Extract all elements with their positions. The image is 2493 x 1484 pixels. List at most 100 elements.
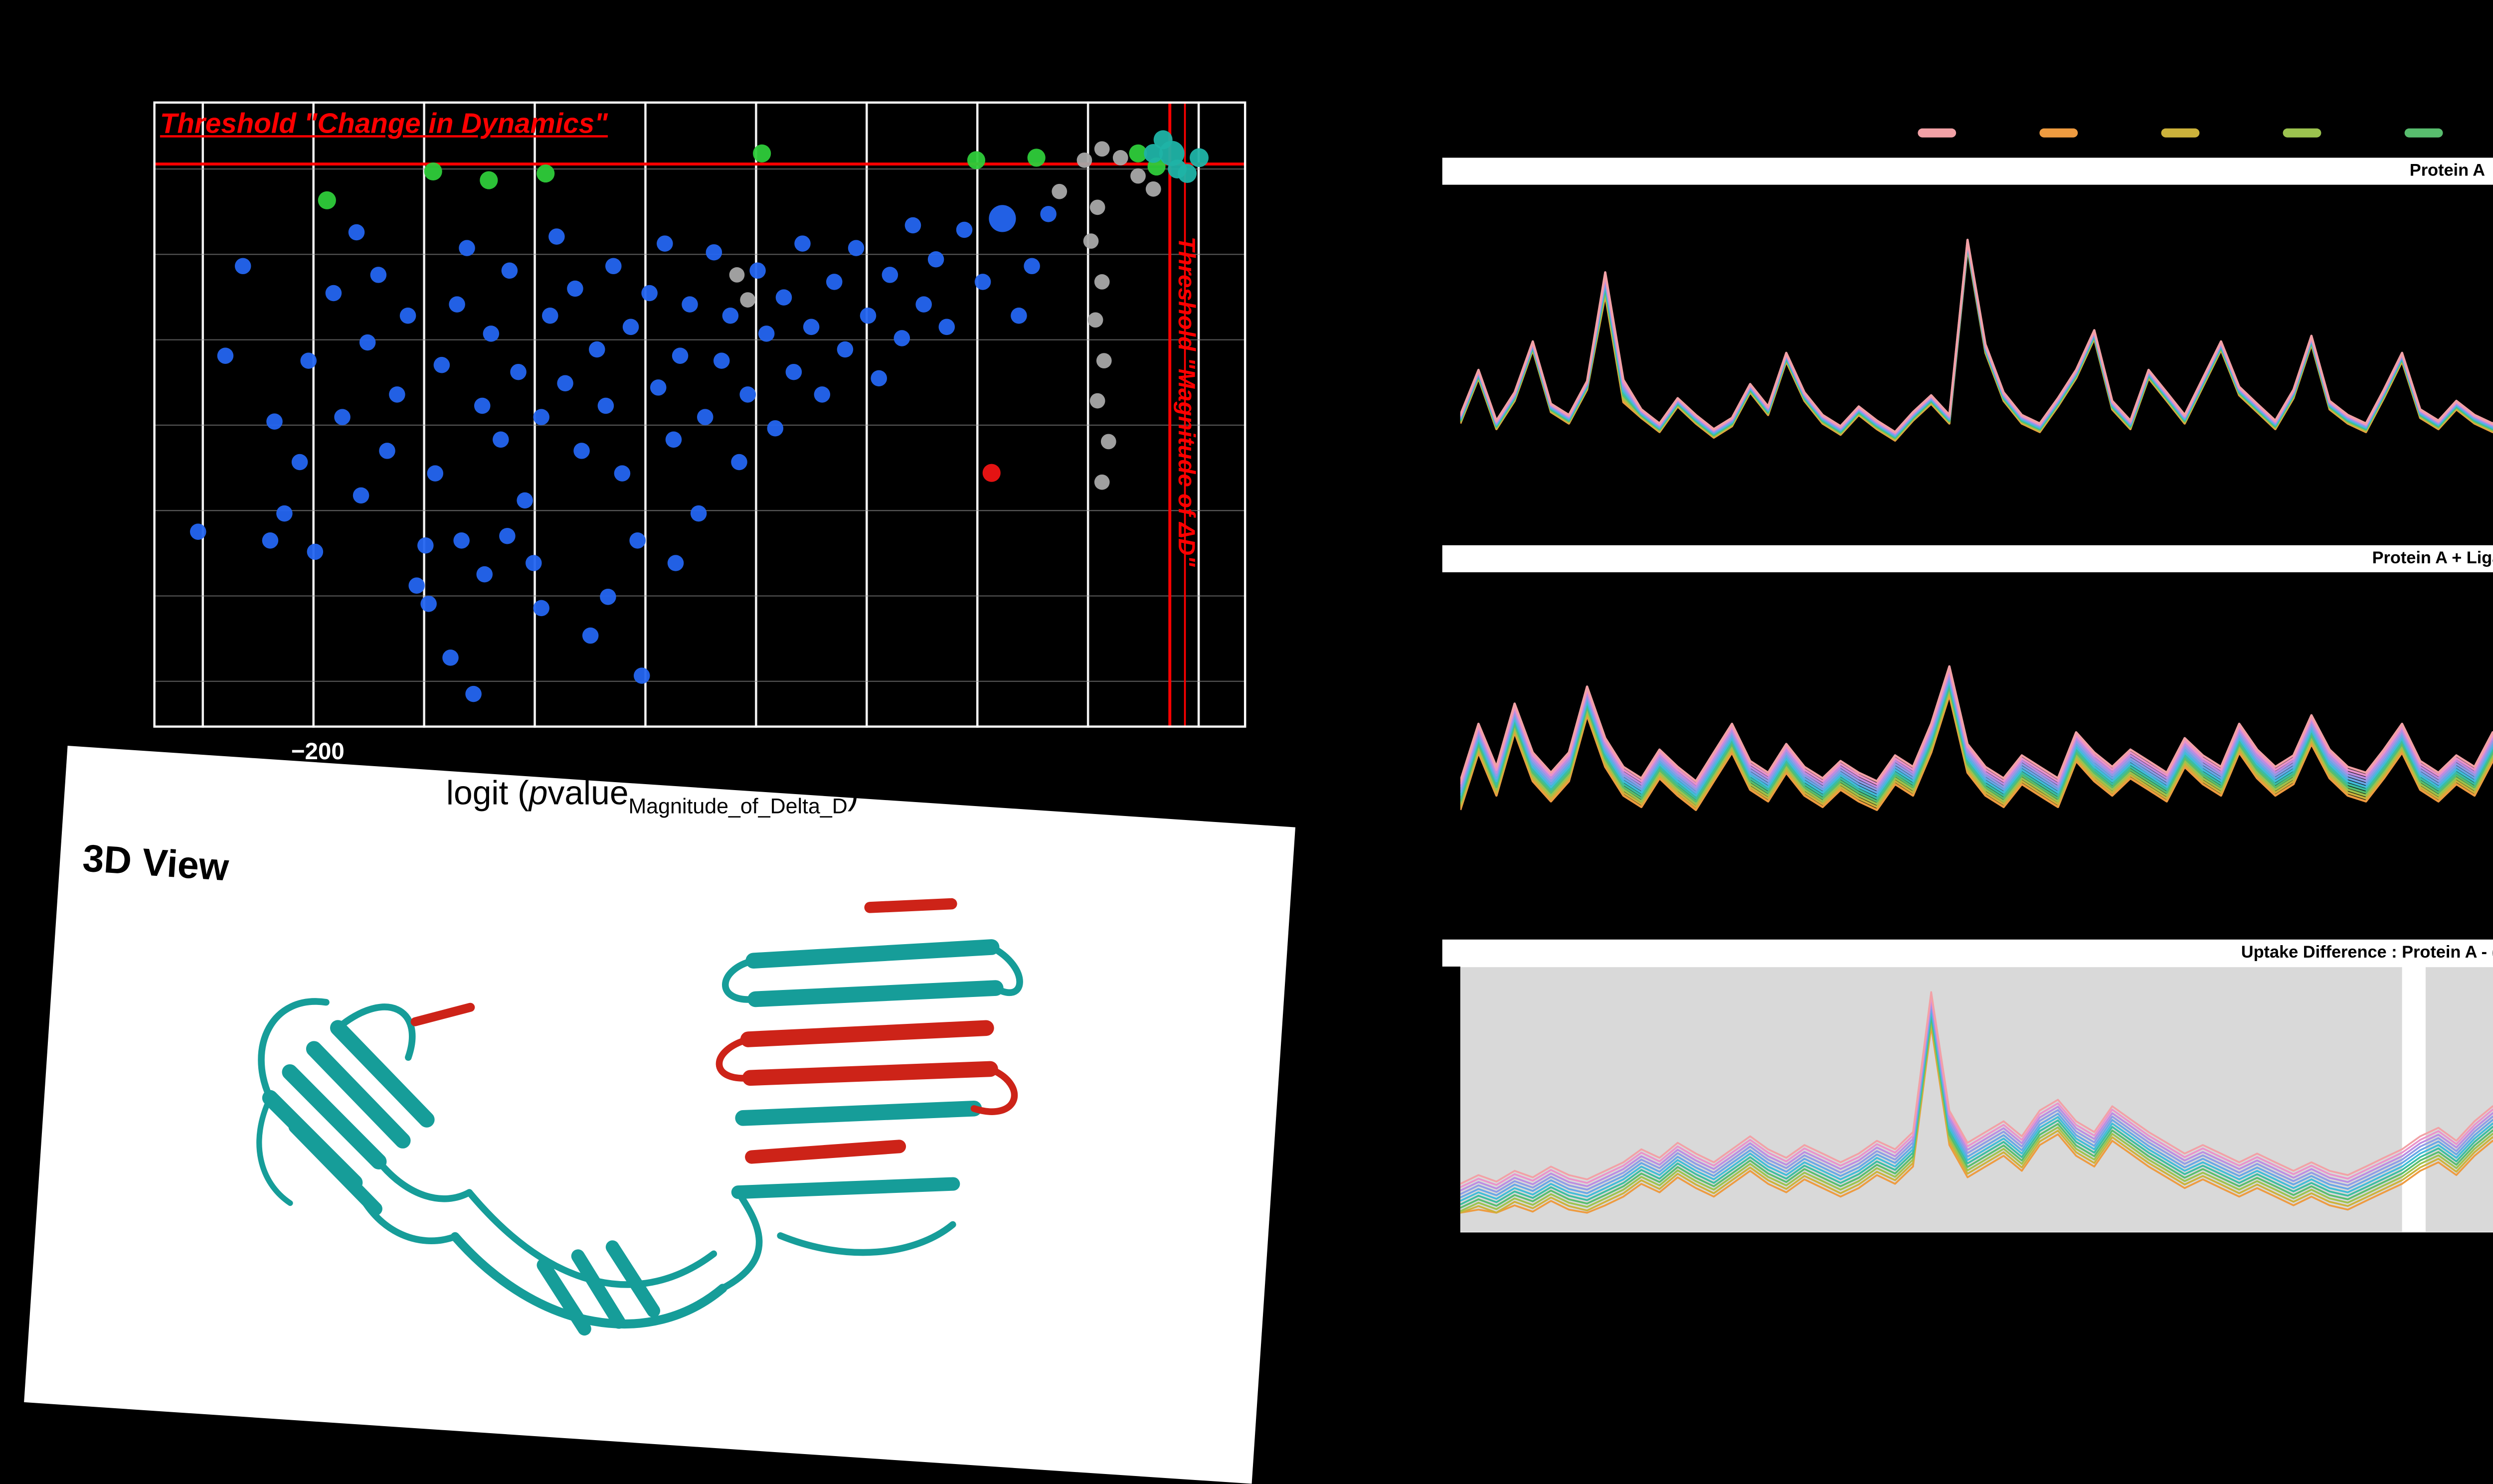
series-line[interactable] (1460, 630, 2493, 800)
scatter-point-gray[interactable] (729, 267, 745, 283)
scatter-point-gray[interactable] (1145, 181, 1161, 197)
chart-panel-uptake-difference[interactable]: Uptake Difference : Protein A - (Protein… (1442, 939, 2493, 1237)
scatter-point-blue[interactable] (589, 341, 605, 358)
scatter-point-blue[interactable] (1024, 258, 1040, 275)
scatter-point-green[interactable] (536, 164, 555, 183)
scatter-point-blue[interactable] (190, 523, 206, 540)
scatter-point-blue[interactable] (433, 356, 450, 373)
scatter-point-blue[interactable] (449, 296, 465, 313)
scatter-point-blue[interactable] (483, 326, 500, 342)
scatter-point-blue[interactable] (1040, 206, 1057, 222)
series-line[interactable] (1460, 649, 2493, 809)
scatter-point-blue[interactable] (767, 420, 784, 437)
scatter-point-blue[interactable] (814, 386, 831, 403)
uptake-difference-chart[interactable] (1460, 966, 2493, 1233)
scatter-point-blue[interactable] (956, 221, 973, 238)
scatter-point-green[interactable] (318, 191, 336, 209)
series-line[interactable] (1460, 244, 2493, 459)
scatter-point-blue[interactable] (882, 267, 898, 283)
series-line[interactable] (1460, 636, 2493, 803)
legend-swatch-3[interactable] (2161, 128, 2200, 137)
scatter-point-blue[interactable] (785, 363, 802, 380)
scatter-point-blue[interactable] (573, 443, 590, 459)
scatter-point-blue[interactable] (667, 555, 684, 571)
scatter-point-blue[interactable] (453, 532, 470, 549)
scatter-point-gray[interactable] (1087, 312, 1103, 328)
series-line[interactable] (1460, 247, 2493, 484)
volcano-plot[interactable]: Threshold "Change in Dynamics" Threshold… (153, 101, 1246, 766)
scatter-point-blue[interactable] (542, 307, 558, 324)
scatter-point-blue[interactable] (665, 431, 682, 448)
scatter-point-blue[interactable] (334, 409, 351, 425)
volcano-scatter-area[interactable] (153, 101, 1246, 728)
scatter-point-blue[interactable] (614, 465, 631, 482)
scatter-point-blue[interactable] (501, 262, 518, 279)
uptake-chart-protein-a[interactable] (1460, 189, 2493, 523)
scatter-point-blue[interactable] (474, 397, 491, 414)
scatter-point-blue[interactable] (526, 555, 542, 571)
scatter-point-blue[interactable] (370, 267, 387, 283)
scatter-point-blue[interactable] (420, 596, 437, 612)
scatter-point-blue[interactable] (758, 326, 775, 342)
scatter-point-gray[interactable] (1089, 393, 1105, 409)
scatter-point-gray[interactable] (1052, 183, 1068, 199)
scatter-point-blue[interactable] (582, 627, 599, 644)
scatter-point-blue[interactable] (307, 543, 324, 560)
scatter-point-blue_large[interactable] (989, 205, 1016, 232)
legend-swatch-4[interactable] (2283, 128, 2321, 137)
series-line[interactable] (1460, 598, 2493, 786)
series-line[interactable] (1460, 1025, 2493, 1214)
scatter-point-blue[interactable] (567, 280, 583, 297)
scatter-point-green[interactable] (967, 151, 986, 169)
series-line[interactable] (1460, 1011, 2493, 1209)
scatter-point-blue[interactable] (650, 379, 667, 396)
scatter-point-blue[interactable] (499, 527, 516, 544)
series-line[interactable] (1460, 991, 2493, 1188)
scatter-point-blue[interactable] (476, 566, 493, 583)
scatter-point-blue[interactable] (300, 352, 317, 369)
scatter-point-blue[interactable] (465, 685, 482, 702)
scatter-point-green[interactable] (424, 162, 442, 181)
scatter-point-blue[interactable] (739, 386, 756, 403)
legend-swatch-2[interactable] (2039, 128, 2078, 137)
scatter-point-gray[interactable] (1130, 168, 1146, 184)
scatter-point-teal[interactable] (1144, 144, 1163, 163)
scatter-point-blue[interactable] (459, 240, 475, 256)
scatter-point-blue[interactable] (775, 289, 792, 306)
scatter-point-blue[interactable] (672, 347, 689, 364)
scatter-point-red[interactable] (982, 464, 1001, 482)
scatter-point-gray[interactable] (1100, 434, 1116, 450)
scatter-point-gray[interactable] (1112, 150, 1128, 165)
scatter-point-blue[interactable] (510, 363, 527, 380)
scatter-point-blue[interactable] (262, 532, 279, 549)
scatter-point-gray[interactable] (1083, 233, 1099, 249)
scatter-point-blue[interactable] (860, 307, 877, 324)
series-line[interactable] (1460, 623, 2493, 797)
scatter-point-blue[interactable] (1011, 307, 1027, 324)
scatter-point-blue[interactable] (399, 307, 416, 324)
series-line[interactable] (1460, 605, 2493, 789)
series-line[interactable] (1460, 1018, 2493, 1212)
scatter-point-green[interactable] (753, 144, 771, 163)
scatter-point-blue[interactable] (629, 532, 646, 549)
series-line[interactable] (1460, 998, 2493, 1195)
scatter-point-gray[interactable] (1094, 141, 1110, 157)
scatter-point-gray[interactable] (1094, 274, 1110, 290)
scatter-point-blue[interactable] (442, 650, 459, 666)
scatter-point-blue[interactable] (690, 505, 707, 522)
series-line[interactable] (1460, 213, 2493, 433)
scatter-point-gray[interactable] (1089, 199, 1105, 215)
scatter-point-blue[interactable] (915, 296, 932, 313)
series-line[interactable] (1460, 1022, 2493, 1214)
scatter-point-blue[interactable] (605, 258, 622, 275)
legend-swatch-1[interactable] (1918, 128, 1957, 137)
scatter-point-blue[interactable] (706, 244, 722, 261)
scatter-point-blue[interactable] (325, 285, 342, 302)
scatter-point-blue[interactable] (904, 217, 921, 234)
scatter-point-green[interactable] (1129, 144, 1147, 163)
scatter-point-blue[interactable] (291, 454, 308, 471)
series-line[interactable] (1460, 1001, 2493, 1198)
scatter-point-blue[interactable] (749, 262, 766, 279)
scatter-point-blue[interactable] (276, 505, 293, 522)
scatter-point-blue[interactable] (682, 296, 698, 313)
